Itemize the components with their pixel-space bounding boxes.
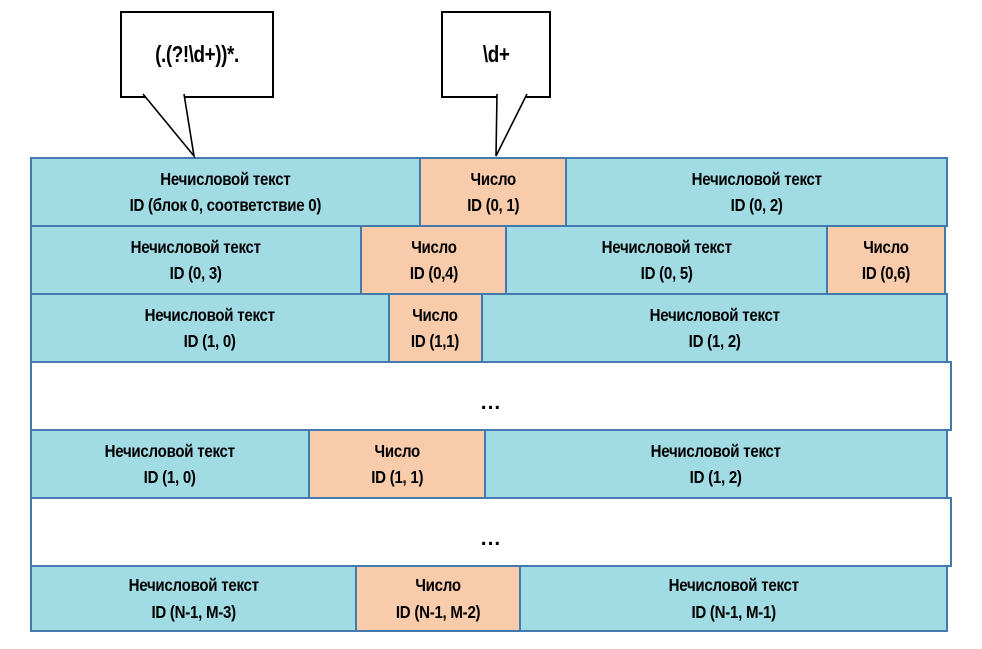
- cell-text: Нечисловой текст ID (N-1, M-1): [519, 565, 948, 632]
- cell-id: ID (блок 0, соответствие 0): [129, 195, 322, 215]
- callout-tail-left: [142, 93, 196, 159]
- table-row: Нечисловой текст ID (1, 0) Число ID (1,1) Не…: [30, 293, 952, 363]
- cell-id: ID (0, 5): [640, 263, 693, 283]
- cell-ellipsis: ...: [30, 497, 952, 567]
- cell-id: ID (0,4): [409, 263, 458, 283]
- cell-id: ID (1, 0): [144, 467, 197, 487]
- ellipsis-label: ...: [480, 391, 502, 414]
- cell-text: Нечисловой текст ID (1, 2): [480, 293, 948, 363]
- ellipsis-label: ...: [480, 527, 502, 550]
- cell-text: Нечисловой текст ID (1, 2): [484, 429, 948, 499]
- cell-content: Число ID (0,6): [862, 234, 910, 287]
- regex-callout-number: \d+: [441, 11, 551, 98]
- cell-content: Число ID (0,4): [410, 234, 458, 287]
- cell-title: Нечисловой текст: [651, 440, 782, 461]
- cell-id: ID (N-1, M-2): [396, 601, 481, 622]
- cell-title: Нечисловой текст: [601, 236, 732, 257]
- cell-text: Нечисловой текст ID (1, 0): [30, 429, 311, 499]
- cell-id: ID (1,1): [410, 331, 460, 351]
- cell-content: Нечисловой текст ID (0, 5): [602, 234, 732, 287]
- cell-content: Нечисловой текст ID (блок 0, соответствие…: [130, 166, 322, 219]
- cell-id: ID (0, 1): [467, 195, 520, 215]
- table-row: ...: [30, 497, 952, 567]
- cell-text: Нечисловой текст ID (блок 0, соответствие…: [30, 157, 421, 227]
- cell-content: Нечисловой текст ID (1, 0): [145, 302, 275, 355]
- cell-title: Нечисловой текст: [130, 236, 262, 257]
- cell-content: Нечисловой текст ID (0, 3): [131, 234, 261, 287]
- cell-number: Число ID (1, 1): [308, 429, 487, 499]
- callout-tail-right: [495, 93, 528, 157]
- table-row: Нечисловой текст ID (блок 0, соответствие…: [30, 157, 952, 227]
- cell-id: ID (1, 0): [183, 331, 236, 351]
- cell-number: Число ID (0,4): [359, 225, 508, 295]
- regex-callout-nonnumeric: (.(?!\d+))*.: [120, 11, 274, 98]
- cell-id: ID (N-1, M-1): [691, 601, 776, 622]
- cell-ellipsis: ...: [30, 361, 952, 431]
- cell-content: Число ID (1,1): [411, 302, 459, 355]
- cell-content: Нечисловой текст ID (1, 2): [649, 302, 779, 355]
- cell-content: Нечисловой текст ID (N-1, M-1): [669, 572, 799, 625]
- cell-title: Нечисловой текст: [105, 440, 236, 461]
- match-table: Нечисловой текст ID (блок 0, соответствие…: [30, 157, 952, 632]
- cell-title: Число: [470, 168, 516, 189]
- cell-content: Нечисловой текст ID (N-1, M-3): [129, 572, 259, 625]
- cell-content: Число ID (0, 1): [467, 166, 519, 219]
- cell-title: Нечисловой текст: [128, 575, 259, 596]
- table-row: Нечисловой текст ID (1, 0) Число ID (1, 1) Н…: [30, 429, 952, 499]
- cell-number: Число ID (1,1): [387, 293, 483, 363]
- cell-id: ID (0,6): [861, 263, 911, 283]
- cell-content: Нечисловой текст ID (1, 2): [651, 438, 781, 491]
- cell-number: Число ID (0, 1): [418, 157, 568, 227]
- cell-title: Число: [374, 440, 420, 461]
- cell-text: Нечисловой текст ID (1, 0): [30, 293, 390, 363]
- table-row: Нечисловой текст ID (N-1, M-3) Число ID (N-…: [30, 565, 952, 632]
- cell-title: Число: [863, 236, 909, 257]
- table-row: ...: [30, 361, 952, 431]
- cell-title: Нечисловой текст: [691, 168, 822, 189]
- cell-content: Нечисловой текст ID (1, 0): [105, 438, 235, 491]
- cell-id: ID (1, 1): [371, 467, 424, 487]
- cell-content: Нечисловой текст ID (0, 2): [692, 166, 822, 219]
- regex-pattern-number: \d+: [482, 41, 510, 67]
- cell-content: Число ID (N-1, M-2): [396, 572, 481, 625]
- cell-text: Нечисловой текст ID (N-1, M-3): [30, 565, 358, 632]
- cell-number: Число ID (N-1, M-2): [355, 565, 522, 632]
- cell-title: Число: [412, 304, 458, 325]
- cell-title: Нечисловой текст: [649, 304, 780, 325]
- cell-content: Число ID (1, 1): [371, 438, 423, 491]
- cell-id: ID (0, 2): [730, 195, 783, 215]
- table-row: Нечисловой текст ID (0, 3) Число ID (0,4) Не…: [30, 225, 952, 295]
- cell-title: Число: [415, 575, 462, 596]
- cell-id: ID (0, 3): [169, 263, 222, 283]
- cell-id: ID (1, 2): [688, 331, 741, 351]
- cell-id: ID (1, 2): [690, 467, 743, 487]
- cell-title: Нечисловой текст: [160, 168, 291, 189]
- cell-text: Нечисловой текст ID (0, 2): [565, 157, 948, 227]
- regex-pattern-nonnumeric: (.(?!\d+))*.: [155, 41, 239, 67]
- cell-text: Нечисловой текст ID (0, 5): [505, 225, 829, 295]
- cell-title: Нечисловой текст: [144, 304, 275, 325]
- cell-id: ID (N-1, M-3): [151, 601, 236, 622]
- cell-text: Нечисловой текст ID (0, 3): [30, 225, 362, 295]
- cell-title: Число: [410, 236, 457, 257]
- cell-title: Нечисловой текст: [668, 575, 799, 596]
- cell-number: Число ID (0,6): [826, 225, 946, 295]
